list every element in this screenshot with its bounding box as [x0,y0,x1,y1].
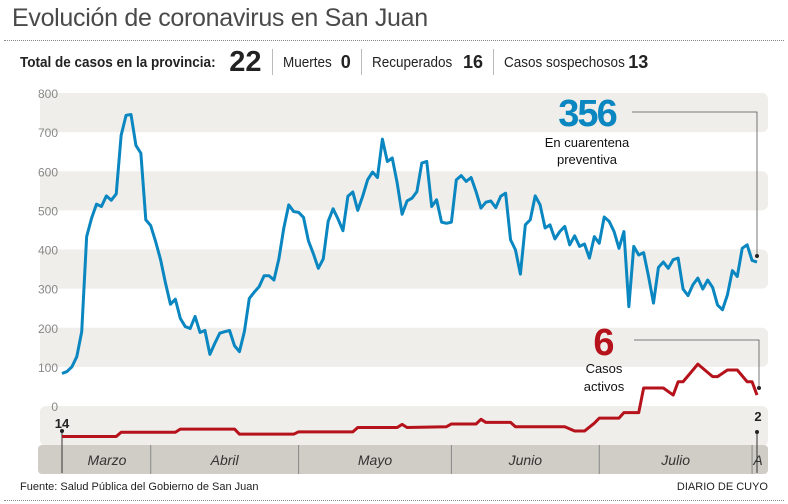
quarantine-label: preventiva [557,152,618,167]
y-tick-label: 300 [38,283,58,297]
suspected-label: Casos sospechosos [504,53,625,71]
quarantine-line [61,113,758,375]
month-axis [38,445,768,474]
y-tick-label: 100 [38,361,58,375]
grid-band [40,93,768,133]
month-label: Marzo [88,452,127,468]
recovered-label: Recuperados [371,53,453,71]
deaths-value: 0 [340,51,351,72]
y-tick-label: 700 [38,126,58,140]
y-tick-label: 200 [38,322,58,336]
active-cases-label: Casos [586,361,623,376]
end-marker-dot [755,430,759,434]
divider [4,500,784,501]
quarantine-label: En cuarentena [545,135,630,150]
month-label: Mayo [358,452,392,468]
month-label: Abril [210,452,240,468]
y-tick-label: 400 [38,244,58,258]
end-day-label: 2 [754,409,761,424]
active-cases-line [62,362,759,439]
grid-band [40,171,768,211]
month-label: Junio [508,452,543,468]
recovered-value: 16 [463,51,484,72]
y-tick-label: 500 [38,204,58,218]
month-label: A [752,452,762,468]
stats-row: Total de casos en la provincia: 22 Muert… [20,46,648,78]
quarantine-callout-dot [755,254,759,259]
grid-band [40,327,768,367]
total-value: 22 [229,45,262,78]
deaths-label: Muertes [282,53,332,71]
brand-name: DIARIO DE CUYO [676,481,768,493]
active-callout-line [634,339,760,388]
separator [271,49,273,75]
y-tick-label: 600 [38,165,58,179]
start-day-label: 14 [55,416,70,431]
divider [4,40,784,41]
active-cases-value: 6 [593,322,614,364]
y-tick-label: 0 [51,400,58,414]
quarantine-callout-line [632,111,758,257]
page-title: Evolución de coronavirus en San Juan [12,4,428,32]
start-marker-dot [60,429,64,433]
total-label: Total de casos en la provincia: [20,53,216,71]
separator [360,49,362,75]
grid-band [40,249,768,289]
suspected-value: 13 [628,51,649,72]
separator [493,49,495,75]
y-tick-label: 800 [38,87,58,101]
quarantine-value: 356 [558,93,616,135]
active-cases-label: activos [584,379,625,394]
month-label: Julio [660,452,690,468]
source-note: Fuente: Salud Pública del Gobierno de Sa… [20,481,259,493]
active-callout-dot [757,386,761,390]
